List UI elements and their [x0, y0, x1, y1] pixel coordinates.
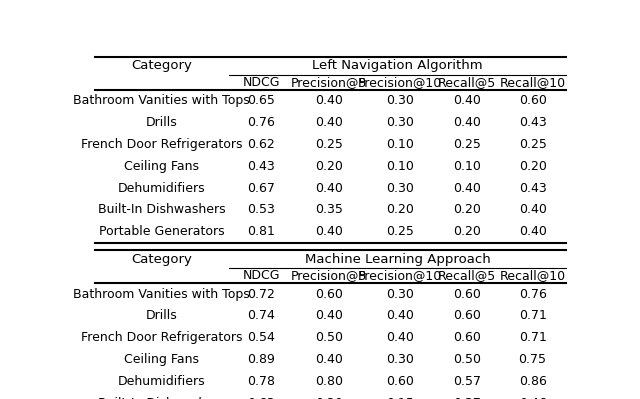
Text: 0.60: 0.60 [316, 288, 343, 300]
Text: Dehumidifiers: Dehumidifiers [118, 182, 205, 195]
Text: Dehumidifiers: Dehumidifiers [118, 375, 205, 388]
Text: 0.20: 0.20 [453, 203, 481, 216]
Text: Category: Category [131, 59, 192, 72]
Text: 0.40: 0.40 [316, 182, 343, 195]
Text: 0.63: 0.63 [247, 397, 275, 399]
Text: 0.81: 0.81 [247, 225, 275, 238]
Text: Bathroom Vanities with Tops: Bathroom Vanities with Tops [74, 95, 250, 107]
Text: 0.76: 0.76 [247, 116, 275, 129]
Text: 0.35: 0.35 [316, 203, 343, 216]
Text: Machine Learning Approach: Machine Learning Approach [305, 253, 490, 266]
Text: 0.25: 0.25 [518, 138, 547, 151]
Text: 0.54: 0.54 [247, 331, 275, 344]
Text: NDCG: NDCG [243, 269, 280, 282]
Text: 0.89: 0.89 [247, 353, 275, 366]
Text: 0.10: 0.10 [386, 138, 414, 151]
Text: 0.57: 0.57 [453, 375, 481, 388]
Text: 0.80: 0.80 [316, 375, 343, 388]
Text: Precision@10: Precision@10 [358, 76, 442, 89]
Text: 0.40: 0.40 [453, 182, 481, 195]
Text: 0.43: 0.43 [519, 116, 547, 129]
Text: 0.72: 0.72 [247, 288, 275, 300]
Text: 0.65: 0.65 [247, 95, 275, 107]
Text: 0.50: 0.50 [316, 331, 343, 344]
Text: 0.46: 0.46 [519, 397, 547, 399]
Text: 0.15: 0.15 [386, 397, 414, 399]
Text: 0.86: 0.86 [518, 375, 547, 388]
Text: NDCG: NDCG [243, 76, 280, 89]
Text: 0.43: 0.43 [519, 182, 547, 195]
Text: 0.40: 0.40 [453, 116, 481, 129]
Text: 0.10: 0.10 [453, 160, 481, 173]
Text: 0.60: 0.60 [518, 95, 547, 107]
Text: 0.67: 0.67 [247, 182, 275, 195]
Text: 0.53: 0.53 [247, 203, 275, 216]
Text: French Door Refrigerators: French Door Refrigerators [81, 331, 243, 344]
Text: Ceiling Fans: Ceiling Fans [124, 353, 199, 366]
Text: Drills: Drills [146, 310, 178, 322]
Text: 0.25: 0.25 [386, 225, 414, 238]
Text: Drills: Drills [146, 116, 178, 129]
Text: 0.76: 0.76 [518, 288, 547, 300]
Text: 0.30: 0.30 [386, 182, 414, 195]
Text: 0.10: 0.10 [386, 160, 414, 173]
Text: Built-In Dishwashers: Built-In Dishwashers [98, 397, 226, 399]
Text: 0.40: 0.40 [386, 331, 414, 344]
Text: 0.40: 0.40 [316, 116, 343, 129]
Text: Precision@5: Precision@5 [291, 76, 367, 89]
Text: 0.20: 0.20 [316, 397, 343, 399]
Text: Category: Category [131, 253, 192, 266]
Text: 0.40: 0.40 [518, 225, 547, 238]
Text: 0.20: 0.20 [518, 160, 547, 173]
Text: 0.62: 0.62 [247, 138, 275, 151]
Text: 0.60: 0.60 [453, 310, 481, 322]
Text: 0.40: 0.40 [316, 225, 343, 238]
Text: 0.40: 0.40 [316, 353, 343, 366]
Text: 0.20: 0.20 [453, 225, 481, 238]
Text: 0.20: 0.20 [316, 160, 343, 173]
Text: French Door Refrigerators: French Door Refrigerators [81, 138, 243, 151]
Text: Recall@10: Recall@10 [500, 76, 566, 89]
Text: Recall@5: Recall@5 [438, 269, 496, 282]
Text: 0.40: 0.40 [386, 310, 414, 322]
Text: 0.30: 0.30 [386, 116, 414, 129]
Text: 0.25: 0.25 [316, 138, 343, 151]
Text: 0.30: 0.30 [386, 288, 414, 300]
Text: Recall@5: Recall@5 [438, 76, 496, 89]
Text: 0.40: 0.40 [316, 95, 343, 107]
Text: 0.40: 0.40 [518, 203, 547, 216]
Text: Precision@5: Precision@5 [291, 269, 367, 282]
Text: 0.71: 0.71 [518, 331, 547, 344]
Text: 0.71: 0.71 [518, 310, 547, 322]
Text: Left Navigation Algorithm: Left Navigation Algorithm [312, 59, 483, 72]
Text: Recall@10: Recall@10 [500, 269, 566, 282]
Text: 0.75: 0.75 [518, 353, 547, 366]
Text: Bathroom Vanities with Tops: Bathroom Vanities with Tops [74, 288, 250, 300]
Text: 0.20: 0.20 [386, 203, 414, 216]
Text: 0.60: 0.60 [386, 375, 414, 388]
Text: 0.30: 0.30 [386, 353, 414, 366]
Text: 0.40: 0.40 [316, 310, 343, 322]
Text: 0.40: 0.40 [453, 95, 481, 107]
Text: 0.30: 0.30 [386, 95, 414, 107]
Text: Ceiling Fans: Ceiling Fans [124, 160, 199, 173]
Text: Portable Generators: Portable Generators [99, 225, 225, 238]
Text: 0.25: 0.25 [453, 138, 481, 151]
Text: 0.60: 0.60 [453, 288, 481, 300]
Text: 0.43: 0.43 [247, 160, 275, 173]
Text: Precision@10: Precision@10 [358, 269, 442, 282]
Text: 0.37: 0.37 [453, 397, 481, 399]
Text: 0.78: 0.78 [247, 375, 275, 388]
Text: Built-In Dishwashers: Built-In Dishwashers [98, 203, 226, 216]
Text: 0.60: 0.60 [453, 331, 481, 344]
Text: 0.74: 0.74 [247, 310, 275, 322]
Text: 0.50: 0.50 [453, 353, 481, 366]
